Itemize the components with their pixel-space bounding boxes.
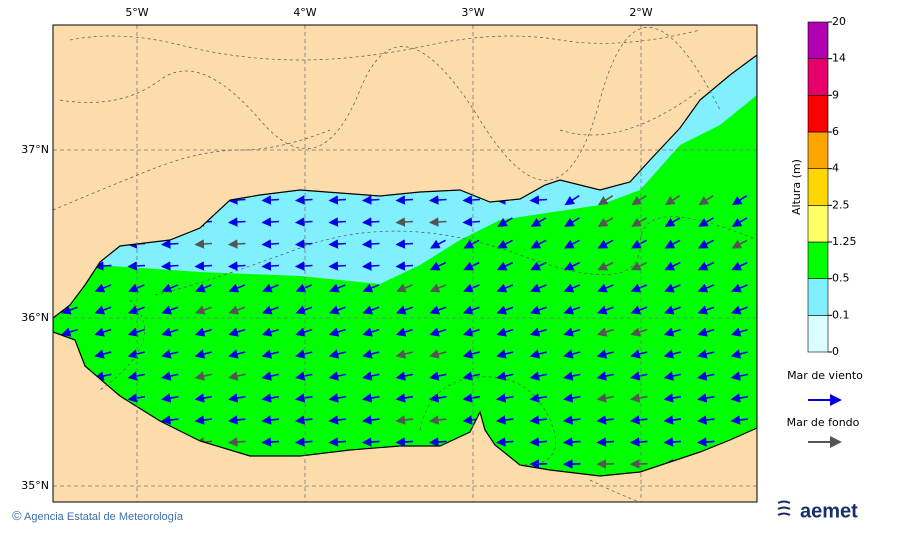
wave-arrow bbox=[431, 221, 447, 222]
wave-arrow bbox=[565, 441, 581, 442]
wave-arrow bbox=[230, 243, 246, 244]
wave-arrow bbox=[297, 265, 313, 266]
colorbar-tick-label: 9 bbox=[832, 88, 839, 101]
colorbar-tick-label: 20 bbox=[832, 15, 846, 28]
wave-arrow bbox=[699, 441, 715, 442]
lat-label: 37°N bbox=[21, 143, 49, 156]
colorbar-band bbox=[808, 95, 828, 132]
copyright-icon: © bbox=[12, 508, 22, 523]
colorbar-band bbox=[808, 205, 828, 242]
wave-arrow bbox=[464, 221, 480, 222]
wave-arrow bbox=[364, 199, 380, 200]
wave-arrow bbox=[263, 199, 279, 200]
wave-arrow bbox=[531, 199, 547, 200]
legend-label: Mar de viento bbox=[787, 369, 863, 382]
colorbar-tick-label: 6 bbox=[832, 125, 839, 138]
wave-arrow bbox=[263, 265, 279, 266]
wave-arrow bbox=[163, 265, 179, 266]
colorbar-band bbox=[808, 22, 828, 59]
logo-icon bbox=[778, 502, 790, 516]
lon-label: 5°W bbox=[125, 6, 148, 19]
wave-arrow bbox=[230, 221, 246, 222]
colorbar-band bbox=[808, 132, 828, 169]
footer-agency: © Agencia Estatal de Meteorología bbox=[12, 508, 184, 523]
wave-arrow bbox=[364, 441, 380, 442]
wave-arrow bbox=[297, 199, 313, 200]
wave-arrow bbox=[598, 441, 614, 442]
wave-arrow bbox=[397, 265, 413, 266]
lat-label: 36°N bbox=[21, 311, 49, 324]
wave-arrow bbox=[196, 265, 212, 266]
wave-arrow bbox=[665, 441, 681, 442]
colorbar-band bbox=[808, 315, 828, 352]
wave-arrow bbox=[330, 265, 346, 266]
wave-arrow bbox=[230, 441, 246, 442]
wave-arrow bbox=[297, 441, 313, 442]
wave-arrow bbox=[431, 441, 447, 442]
lat-label: 35°N bbox=[21, 479, 49, 492]
colorbar-band bbox=[808, 242, 828, 279]
wave-arrow bbox=[397, 199, 413, 200]
colorbar-tick-label: 0.1 bbox=[832, 308, 850, 321]
colorbar-title: Altura (m) bbox=[790, 159, 803, 215]
colorbar-band bbox=[808, 59, 828, 96]
colorbar-tick-label: 1.25 bbox=[832, 235, 857, 248]
wave-arrow bbox=[632, 441, 648, 442]
wave-arrow bbox=[431, 199, 447, 200]
wave-arrow bbox=[196, 243, 212, 244]
colorbar-band bbox=[808, 169, 828, 206]
wave-arrow bbox=[464, 199, 480, 200]
wave-arrow bbox=[163, 243, 179, 244]
colorbar-tick-label: 4 bbox=[832, 162, 839, 175]
wave-arrow bbox=[230, 265, 246, 266]
colorbar-band bbox=[808, 279, 828, 316]
colorbar-tick-label: 2.5 bbox=[832, 198, 850, 211]
wave-arrow bbox=[330, 199, 346, 200]
colorbar-tick-label: 0 bbox=[832, 345, 839, 358]
wave-arrow bbox=[330, 441, 346, 442]
wave-arrow bbox=[330, 221, 346, 222]
wave-arrow bbox=[531, 441, 547, 442]
wave-arrow bbox=[263, 243, 279, 244]
wave-arrow bbox=[263, 221, 279, 222]
map bbox=[53, 0, 757, 502]
lon-label: 2°W bbox=[629, 6, 652, 19]
wave-arrow bbox=[364, 221, 380, 222]
legend-label: Mar de fondo bbox=[787, 416, 860, 429]
wave-arrow bbox=[364, 243, 380, 244]
logo: aemet bbox=[800, 500, 858, 522]
colorbar-tick-label: 0.5 bbox=[832, 272, 850, 285]
lon-label: 3°W bbox=[461, 6, 484, 19]
wave-arrow bbox=[397, 441, 413, 442]
wave-arrow bbox=[364, 265, 380, 266]
colorbar-tick-label: 14 bbox=[832, 52, 846, 65]
wave-arrow bbox=[397, 243, 413, 244]
wave-arrow bbox=[263, 441, 279, 442]
wave-arrow bbox=[498, 441, 514, 442]
wave-arrow bbox=[397, 221, 413, 222]
lon-label: 4°W bbox=[293, 6, 316, 19]
wave-arrow bbox=[297, 221, 313, 222]
wave-arrow bbox=[330, 243, 346, 244]
footer-agency-text: Agencia Estatal de Meteorología bbox=[24, 511, 184, 523]
